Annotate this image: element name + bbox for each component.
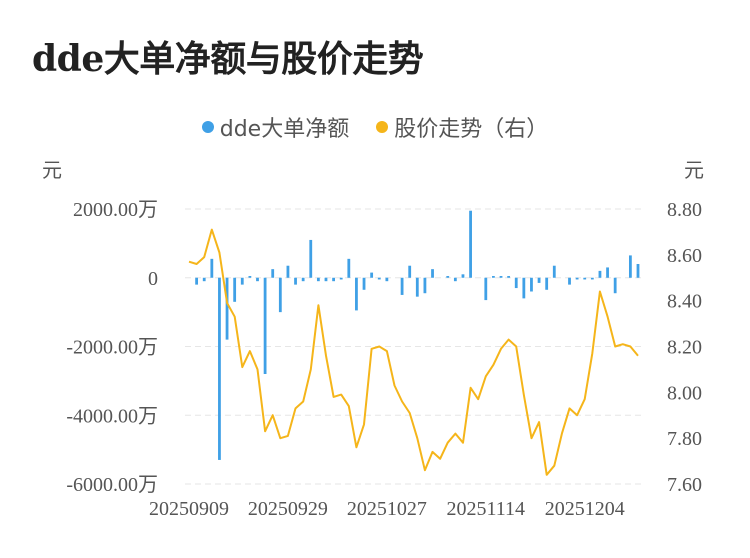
legend-label-dde: dde大单净额: [219, 117, 350, 142]
dde-bar: [590, 277, 594, 280]
dde-bar: [469, 210, 472, 278]
right-tick-label: 8.20: [667, 337, 702, 359]
dde-bar: [248, 276, 252, 278]
dde-bar: [453, 277, 457, 282]
right-tick-label: 7.60: [667, 474, 702, 496]
x-tick-label: 20250929: [248, 498, 328, 520]
dde-bar: [628, 255, 632, 278]
dde-bar: [278, 277, 282, 313]
dde-bar: [385, 277, 389, 282]
dde-bar: [332, 277, 335, 282]
dde-bar: [484, 277, 488, 301]
legend-dot-dde-icon: [201, 121, 214, 133]
dde-bar: [263, 277, 267, 374]
legend-label-price: 股价走势（右）: [394, 117, 549, 142]
dde-bar: [316, 277, 320, 282]
left-tick-label: 0: [148, 268, 158, 290]
right-axis-unit: 元: [684, 160, 704, 182]
price-line: [188, 228, 639, 476]
right-tick-label: 8.40: [667, 291, 702, 313]
right-tick-label: 8.00: [667, 382, 702, 404]
dde-bar: [507, 276, 511, 278]
chart-title: dde大单净额与股价走势: [32, 38, 424, 80]
dde-bar: [301, 277, 305, 282]
dde-bar: [461, 274, 465, 278]
dde-bar: [552, 265, 556, 278]
dde-bar: [545, 277, 549, 290]
dde-bar: [355, 277, 358, 311]
dde-bar: [218, 277, 221, 460]
dde-bar: [575, 277, 579, 280]
dde-bar: [415, 277, 419, 297]
dde-bar: [294, 277, 297, 285]
dde-bar: [210, 258, 214, 278]
dde-bar: [240, 277, 244, 285]
dde-bar: [514, 277, 518, 289]
x-tick-label: 20251114: [447, 498, 526, 520]
dde-bar: [499, 276, 503, 278]
dde-bar: [492, 276, 495, 278]
dde-bar: [377, 277, 381, 280]
dde-bar: [324, 277, 328, 282]
dde-bar: [286, 265, 290, 278]
x-tick-label: 20251204: [545, 498, 625, 520]
dde-bar: [347, 258, 351, 278]
legend-item-price[interactable]: 股价走势（右）: [376, 111, 548, 143]
left-tick-label: 2000.00万: [73, 199, 158, 221]
dde-bar: [423, 277, 427, 294]
left-tick-label: -2000.00万: [66, 337, 158, 359]
left-tick-label: -4000.00万: [66, 405, 158, 427]
dde-bar: [195, 277, 199, 285]
dde-bar: [225, 277, 229, 340]
dde-bar: [530, 277, 533, 292]
dde-bar: [309, 239, 313, 278]
dde-bar: [636, 264, 640, 278]
legend-dot-price-icon: [376, 121, 389, 133]
dde-bar: [202, 277, 206, 282]
left-axis-unit: 元: [42, 160, 62, 182]
dde-bar: [431, 269, 434, 278]
dde-bar: [522, 277, 526, 299]
dde-bar: [256, 277, 259, 282]
right-tick-label: 8.60: [667, 245, 702, 267]
dde-bar: [370, 272, 374, 278]
dde-bar: [583, 277, 587, 280]
left-tick-label: -6000.00万: [66, 474, 158, 496]
dde-bar: [568, 277, 571, 285]
dde-bar: [446, 276, 450, 278]
legend-item-dde[interactable]: dde大单净额: [201, 111, 350, 143]
dde-bar: [362, 277, 366, 290]
dde-bar: [400, 277, 404, 295]
right-tick-label: 8.80: [667, 199, 702, 221]
x-tick-label: 20251027: [347, 498, 427, 520]
dde-bar: [339, 277, 343, 280]
dde-bar: [606, 267, 609, 278]
dde-bar: [613, 277, 617, 294]
dde-bar: [271, 269, 275, 278]
legend: dde大单净额 股价走势（右）: [0, 111, 750, 143]
dde-bar: [233, 277, 237, 302]
dde-bar: [598, 270, 602, 278]
right-tick-label: 7.80: [667, 428, 702, 450]
x-tick-label: 20250909: [149, 498, 229, 520]
dde-bar: [537, 277, 541, 283]
dde-bar: [408, 265, 412, 278]
